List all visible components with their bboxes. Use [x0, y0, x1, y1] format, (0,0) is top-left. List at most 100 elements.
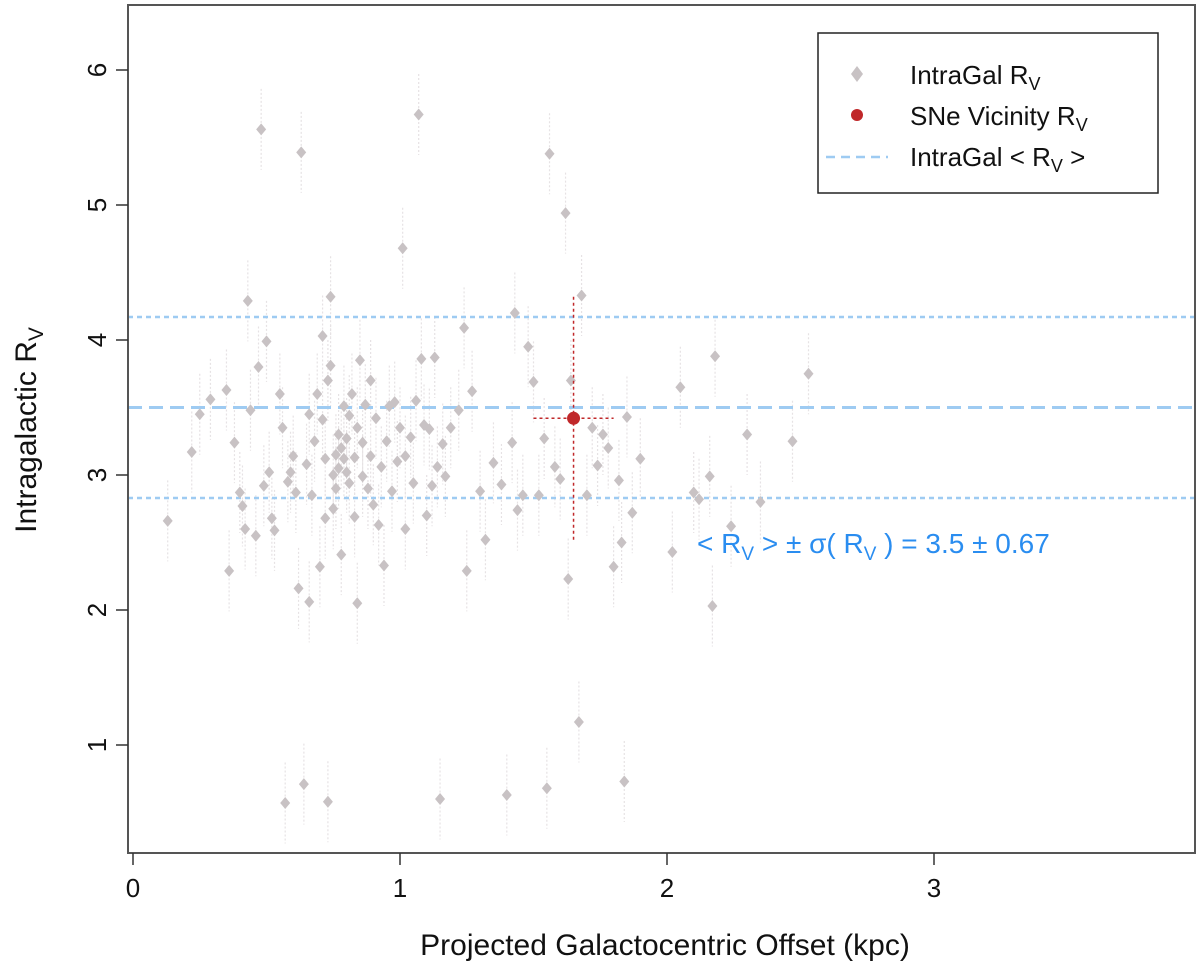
- data-point: [565, 374, 576, 387]
- data-point: [354, 354, 365, 367]
- data-point: [224, 564, 235, 577]
- data-point: [240, 523, 251, 535]
- data-point: [349, 451, 360, 464]
- data-point: [539, 432, 550, 445]
- data-point: [397, 242, 408, 255]
- data-point: [392, 455, 403, 468]
- data-point: [517, 489, 528, 502]
- data-point: [488, 456, 499, 469]
- legend-diamond-marker: [851, 66, 863, 82]
- y-tick-label: 5: [82, 198, 112, 212]
- data-point: [325, 290, 336, 303]
- y-axis: 1 2 3 4 5 6: [82, 63, 128, 752]
- sne-layer: [533, 296, 614, 540]
- data-point: [405, 431, 416, 444]
- data-point: [328, 502, 339, 515]
- data-point: [726, 520, 737, 533]
- data-point: [346, 388, 357, 400]
- data-point: [635, 452, 646, 465]
- data-point: [301, 458, 312, 471]
- data-point: [274, 388, 285, 400]
- data-point: [694, 493, 705, 506]
- data-point: [544, 147, 555, 160]
- data-point: [333, 462, 344, 475]
- data-point: [616, 536, 627, 549]
- data-point: [338, 452, 349, 465]
- legend-circle-marker: [851, 109, 863, 121]
- data-point: [707, 599, 718, 612]
- data-point: [432, 460, 443, 473]
- data-point: [378, 559, 389, 572]
- data-point: [381, 435, 392, 448]
- data-point: [509, 307, 520, 319]
- data-point: [336, 548, 347, 561]
- data-point: [328, 469, 339, 481]
- data-point: [576, 289, 587, 302]
- data-point: [264, 466, 275, 479]
- data-point: [507, 436, 518, 449]
- error-bars-layer: [167, 74, 810, 844]
- data-point: [501, 788, 512, 801]
- x-tick-label: 2: [660, 873, 674, 903]
- plot-frame: [127, 4, 1196, 854]
- data-point: [467, 385, 478, 398]
- data-point: [250, 529, 261, 542]
- data-point: [688, 486, 699, 499]
- data-point: [357, 470, 368, 483]
- data-point: [608, 560, 619, 573]
- data-point: [341, 466, 352, 479]
- data-point: [408, 477, 419, 490]
- data-point: [563, 572, 574, 585]
- data-point: [234, 486, 245, 499]
- data-point: [309, 435, 320, 448]
- data-point: [344, 409, 355, 422]
- data-point: [541, 782, 552, 795]
- data-point: [445, 421, 456, 434]
- data-point: [322, 374, 333, 387]
- data-point: [256, 123, 267, 136]
- data-point: [395, 421, 405, 434]
- data-point: [370, 412, 381, 425]
- data-point: [312, 388, 323, 400]
- data-point: [603, 442, 614, 454]
- data-point: [306, 489, 317, 502]
- data-point: [336, 442, 347, 454]
- data-point: [266, 512, 277, 525]
- data-point: [344, 477, 355, 490]
- data-point: [480, 533, 491, 546]
- data-point: [314, 560, 325, 573]
- data-point: [411, 394, 422, 407]
- data-point: [317, 413, 328, 426]
- sne-data-point: [567, 411, 581, 425]
- data-point: [293, 582, 304, 595]
- x-axis: 0 1 2 3: [126, 853, 941, 903]
- data-point: [704, 470, 715, 483]
- data-point: [282, 475, 293, 488]
- data-point: [341, 432, 352, 445]
- data-point: [523, 340, 534, 353]
- data-point: [437, 437, 448, 450]
- data-point: [597, 428, 608, 441]
- legend: IntraGal RV SNe Vicinity RV IntraGal < R…: [817, 32, 1159, 194]
- data-point: [285, 466, 296, 479]
- reference-lines: [128, 315, 1195, 500]
- data-point: [357, 436, 368, 449]
- data-point: [627, 506, 638, 519]
- y-tick-label: 6: [82, 63, 112, 77]
- data-point: [237, 500, 248, 513]
- y-tick-label: 2: [82, 603, 112, 617]
- data-point: [242, 294, 253, 307]
- data-point: [304, 408, 315, 421]
- data-point: [186, 446, 197, 459]
- data-point: [560, 207, 571, 220]
- data-point: [373, 518, 384, 531]
- data-point: [277, 421, 288, 434]
- data-point: [221, 383, 232, 396]
- data-point: [360, 398, 371, 411]
- data-point: [424, 423, 435, 436]
- data-point: [330, 482, 341, 495]
- data-point: [290, 486, 301, 499]
- data-point: [269, 524, 280, 537]
- data-point: [461, 564, 472, 577]
- data-point: [352, 421, 363, 434]
